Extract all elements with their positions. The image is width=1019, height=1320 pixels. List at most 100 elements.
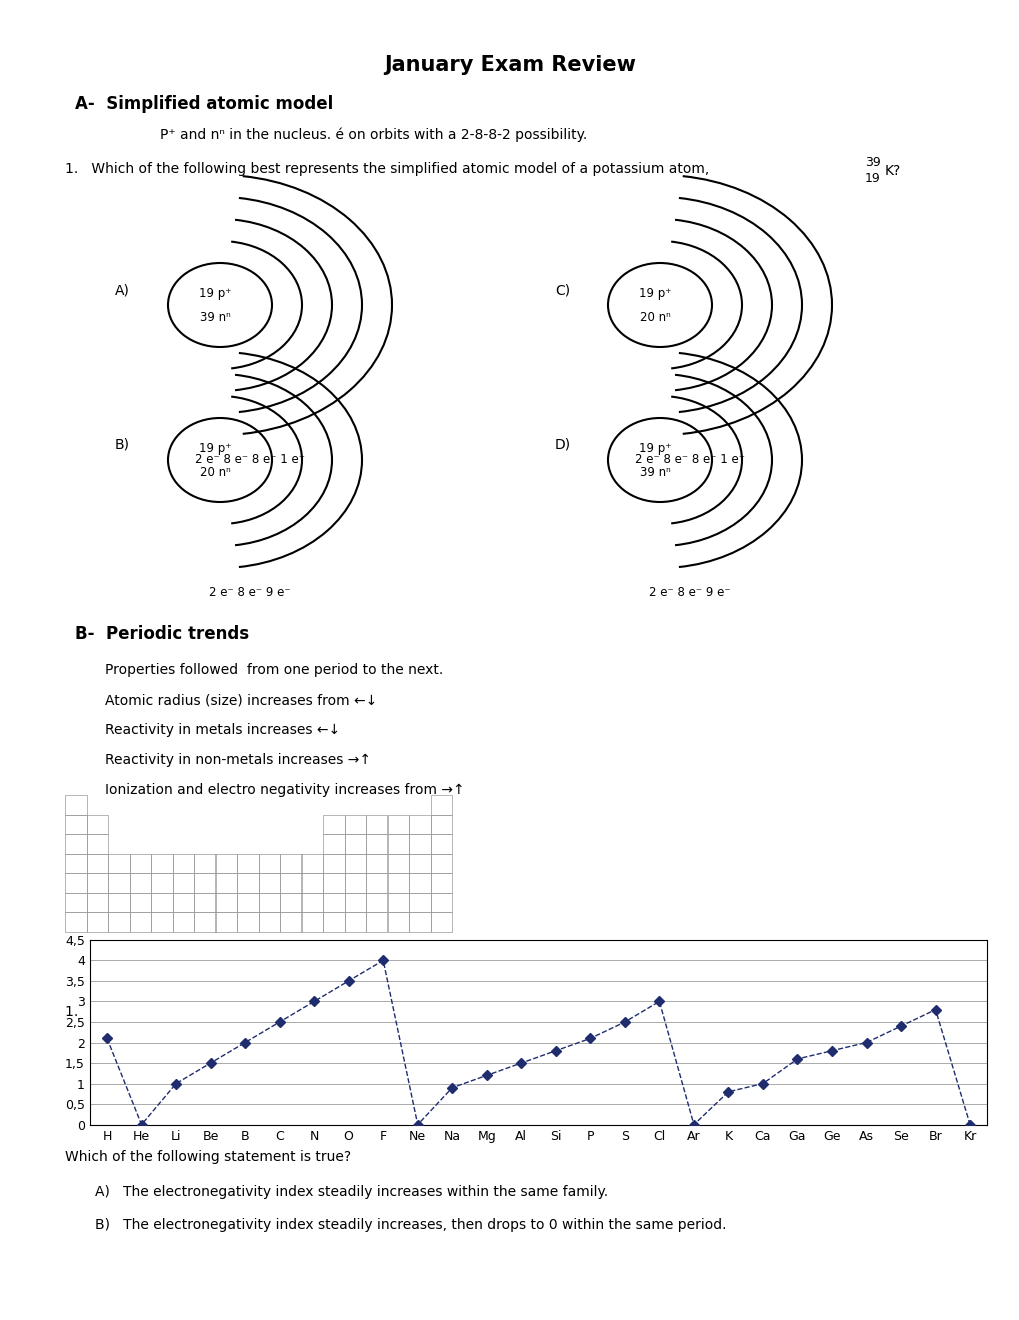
Bar — [323, 814, 344, 834]
Bar — [280, 912, 302, 932]
Bar — [172, 892, 194, 912]
Bar — [258, 873, 280, 892]
Bar — [108, 912, 129, 932]
Bar — [387, 834, 409, 854]
Bar — [280, 892, 302, 912]
Bar — [129, 892, 151, 912]
Text: 19 p⁺: 19 p⁺ — [199, 286, 231, 300]
Bar — [194, 892, 215, 912]
Text: 20 nⁿ: 20 nⁿ — [200, 466, 230, 479]
Text: 39: 39 — [864, 156, 879, 169]
Text: 1.   Which of the following best represents the simplified atomic model of a pot: 1. Which of the following best represent… — [65, 162, 708, 176]
Bar — [302, 944, 323, 964]
Bar — [172, 944, 194, 964]
Text: Reactivity in non-metals increases →↑: Reactivity in non-metals increases →↑ — [105, 752, 371, 767]
Bar — [194, 912, 215, 932]
Bar — [409, 944, 430, 964]
Bar — [430, 814, 451, 834]
Text: 39 nⁿ: 39 nⁿ — [200, 310, 230, 323]
Bar — [344, 834, 366, 854]
Bar — [430, 873, 451, 892]
Bar — [323, 912, 344, 932]
Bar — [366, 912, 387, 932]
Text: 39 nⁿ: 39 nⁿ — [639, 466, 669, 479]
Bar — [258, 912, 280, 932]
Bar — [344, 854, 366, 873]
Bar — [387, 873, 409, 892]
Bar — [236, 854, 258, 873]
Bar — [129, 912, 151, 932]
Bar — [129, 854, 151, 873]
Bar — [344, 873, 366, 892]
Text: Which of the following statement is true?: Which of the following statement is true… — [65, 1150, 351, 1164]
Bar — [215, 854, 236, 873]
Text: 19: 19 — [864, 172, 879, 185]
Bar — [430, 854, 451, 873]
Text: Properties followed  from one period to the next.: Properties followed from one period to t… — [105, 663, 443, 677]
Bar — [194, 873, 215, 892]
Bar — [172, 854, 194, 873]
Bar — [108, 892, 129, 912]
Bar — [258, 944, 280, 964]
Bar — [236, 873, 258, 892]
Bar — [236, 892, 258, 912]
Bar — [387, 892, 409, 912]
Bar — [302, 892, 323, 912]
Text: B)   The electronegativity index steadily increases, then drops to 0 within the : B) The electronegativity index steadily … — [95, 1218, 726, 1232]
Bar — [236, 912, 258, 932]
Bar — [151, 964, 172, 982]
Bar — [323, 873, 344, 892]
Bar — [366, 854, 387, 873]
Bar — [65, 873, 87, 892]
Bar — [344, 964, 366, 982]
Bar — [215, 892, 236, 912]
Bar — [430, 834, 451, 854]
Text: P⁺ and nⁿ in the nucleus. é on orbits with a 2-8-8-2 possibility.: P⁺ and nⁿ in the nucleus. é on orbits wi… — [160, 128, 587, 143]
Bar — [366, 964, 387, 982]
Bar — [344, 944, 366, 964]
Bar — [409, 892, 430, 912]
Bar — [151, 873, 172, 892]
Bar — [258, 964, 280, 982]
Bar — [215, 912, 236, 932]
Bar — [323, 834, 344, 854]
Text: 19 p⁺: 19 p⁺ — [638, 441, 671, 454]
Text: K?: K? — [884, 164, 901, 178]
Bar — [366, 944, 387, 964]
Bar — [387, 912, 409, 932]
Bar — [87, 873, 108, 892]
Text: Reactivity in metals increases ←↓: Reactivity in metals increases ←↓ — [105, 723, 339, 737]
Bar — [87, 834, 108, 854]
Bar — [302, 854, 323, 873]
Bar — [258, 854, 280, 873]
Text: 2 e⁻ 8 e⁻ 8 e⁻ 1 e⁻: 2 e⁻ 8 e⁻ 8 e⁻ 1 e⁻ — [635, 453, 744, 466]
Bar — [87, 814, 108, 834]
Bar — [151, 892, 172, 912]
Text: 2 e⁻ 8 e⁻ 8 e⁻ 1 e⁻: 2 e⁻ 8 e⁻ 8 e⁻ 1 e⁻ — [195, 453, 305, 466]
Text: 1.   The graph below shows the electronegativity index of some elements of the p: 1. The graph below shows the electronega… — [65, 1005, 725, 1019]
Bar — [409, 873, 430, 892]
Bar — [387, 814, 409, 834]
Bar — [129, 944, 151, 964]
Text: Ionization and electro negativity increases from →↑: Ionization and electro negativity increa… — [105, 783, 465, 797]
Bar — [108, 873, 129, 892]
Bar — [409, 964, 430, 982]
Text: 20 nⁿ: 20 nⁿ — [639, 310, 669, 323]
Bar — [65, 912, 87, 932]
Bar — [430, 892, 451, 912]
Text: A): A) — [115, 282, 129, 297]
Bar — [108, 964, 129, 982]
Bar — [409, 814, 430, 834]
Text: C): C) — [554, 282, 570, 297]
Bar — [172, 964, 194, 982]
Bar — [302, 912, 323, 932]
Text: D): D) — [554, 438, 571, 451]
Bar — [409, 834, 430, 854]
Bar — [151, 912, 172, 932]
Bar — [409, 912, 430, 932]
Bar — [302, 964, 323, 982]
Bar — [387, 854, 409, 873]
Bar — [366, 814, 387, 834]
Bar — [65, 795, 87, 814]
Bar — [87, 892, 108, 912]
